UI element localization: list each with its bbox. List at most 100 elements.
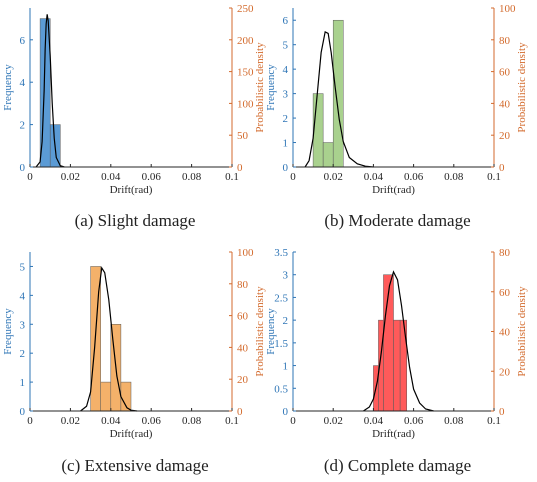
- y-tick-label-right: 250: [237, 3, 254, 15]
- x-tick-label: 0.08: [444, 415, 464, 427]
- x-tick-label: 0.06: [142, 415, 162, 427]
- y-tick-label-left: 3: [283, 270, 289, 282]
- y-axis-label-right: Probabilistic density: [516, 42, 528, 133]
- y-axis-label-right: Probabilistic density: [516, 286, 528, 377]
- pdf-curve: [304, 30, 374, 168]
- y-tick-label-left: 2: [20, 348, 26, 360]
- y-tick-label-left: 0: [283, 162, 289, 174]
- y-tick-label-left: 2.5: [274, 292, 288, 304]
- pdf-curve: [80, 266, 138, 412]
- x-tick-label: 0.1: [225, 171, 239, 183]
- panel-caption: (b) Moderate damage: [324, 211, 470, 230]
- y-tick-label-left: 6: [283, 15, 289, 27]
- y-tick-label-left: 1: [283, 138, 289, 150]
- x-tick-label: 0.02: [61, 171, 80, 183]
- x-axis-label: Drift(rad): [372, 428, 415, 440]
- y-tick-label-right: 40: [237, 342, 249, 354]
- x-tick-label: 0: [290, 415, 296, 427]
- y-tick-label-right: 0: [499, 162, 505, 174]
- x-tick-label: 0: [290, 171, 296, 183]
- x-tick-label: 0.08: [182, 415, 202, 427]
- y-axis-label-left: Frequency: [2, 308, 14, 355]
- y-tick-label-left: 4: [283, 64, 289, 76]
- y-tick-label-left: 4: [20, 77, 26, 89]
- y-tick-label-right: 20: [237, 374, 249, 386]
- y-tick-label-left: 0: [20, 406, 26, 418]
- y-tick-label-right: 0: [237, 162, 243, 174]
- x-tick-label: 0.1: [225, 415, 239, 427]
- x-tick-label: 0: [27, 415, 33, 427]
- x-tick-label: 0: [27, 171, 33, 183]
- histogram-bar: [322, 142, 334, 168]
- x-tick-label: 0.02: [324, 415, 343, 427]
- y-tick-label-right: 200: [237, 35, 254, 47]
- panel-slight-damage: 0 0.02 0.04 0.06 0.08 0.10246050100150200250D…: [2, 3, 266, 230]
- x-axis-label: Drift(rad): [110, 184, 153, 196]
- panel-moderate-damage: 0 0.02 0.04 0.06 0.08 0.10123456020406080100D…: [265, 3, 528, 230]
- y-tick-label-left: 3.5: [274, 247, 288, 259]
- x-axis-label: Drift(rad): [110, 428, 153, 440]
- panel-caption: (c) Extensive damage: [61, 456, 208, 475]
- y-tick-label-left: 2: [283, 113, 289, 125]
- x-tick-label: 0.08: [182, 171, 202, 183]
- panel-extensive-damage: 0 0.02 0.04 0.06 0.08 0.1012345020406080100Dr…: [2, 247, 266, 475]
- y-tick-label-right: 100: [237, 247, 254, 259]
- y-tick-label-right: 100: [499, 3, 516, 15]
- y-tick-label-right: 50: [237, 130, 249, 142]
- y-tick-label-right: 40: [499, 98, 511, 110]
- y-tick-label-left: 0: [283, 406, 289, 418]
- x-axis-label: Drift(rad): [372, 184, 415, 196]
- y-tick-label-right: 20: [499, 130, 511, 142]
- histogram-bar: [332, 19, 344, 168]
- y-tick-label-left: 1: [283, 361, 289, 373]
- y-tick-label-right: 60: [237, 311, 249, 323]
- x-tick-label: 0.1: [487, 415, 501, 427]
- y-tick-label-right: 0: [237, 406, 243, 418]
- y-tick-label-right: 60: [499, 287, 511, 299]
- y-tick-label-left: 6: [20, 35, 26, 47]
- y-tick-label-left: 3: [283, 89, 289, 101]
- y-tick-label-left: 2: [20, 120, 26, 132]
- x-tick-label: 0.1: [487, 171, 501, 183]
- histogram-bar: [100, 381, 112, 412]
- y-tick-label-left: 5: [283, 40, 289, 52]
- y-tick-label-right: 100: [237, 98, 254, 110]
- y-tick-label-left: 1.5: [274, 338, 288, 350]
- x-tick-label: 0.04: [364, 415, 384, 427]
- histogram-bar: [393, 319, 401, 412]
- x-tick-label: 0.02: [324, 171, 343, 183]
- x-tick-label: 0.02: [61, 415, 80, 427]
- y-tick-label-left: 1: [20, 377, 26, 389]
- y-tick-label-right: 40: [499, 327, 511, 339]
- histogram-bar: [312, 93, 324, 168]
- histogram-bar: [399, 319, 408, 412]
- y-axis-label-right: Probabilistic density: [254, 286, 266, 377]
- y-axis-label-left: Frequency: [265, 64, 277, 111]
- y-tick-label-right: 0: [499, 406, 505, 418]
- y-tick-label-right: 80: [237, 279, 249, 291]
- y-tick-label-left: 2: [283, 315, 289, 327]
- y-tick-label-left: 5: [20, 261, 26, 273]
- y-tick-label-right: 150: [237, 67, 254, 79]
- panel-caption: (d) Complete damage: [324, 456, 471, 475]
- y-tick-label-right: 60: [499, 67, 511, 79]
- y-axis-label-right: Probabilistic density: [254, 42, 266, 133]
- pdf-curve: [363, 270, 434, 412]
- y-tick-label-right: 80: [499, 247, 511, 259]
- y-tick-label-left: 0: [20, 162, 26, 174]
- x-tick-label: 0.08: [444, 171, 464, 183]
- y-axis-label-left: Frequency: [2, 64, 14, 111]
- pdf-curve: [35, 14, 65, 168]
- y-tick-label-right: 20: [499, 366, 511, 378]
- y-tick-label-left: 3: [20, 319, 26, 331]
- y-tick-label-right: 80: [499, 35, 511, 47]
- y-tick-label-left: 4: [20, 290, 26, 302]
- panel-complete-damage: 0 0.02 0.04 0.06 0.08 0.100.511.522.533.50204…: [265, 247, 528, 475]
- x-tick-label: 0.04: [364, 171, 384, 183]
- y-tick-label-left: 0.5: [274, 383, 288, 395]
- x-tick-label: 0.06: [404, 415, 424, 427]
- x-tick-label: 0.04: [101, 171, 121, 183]
- x-tick-label: 0.06: [404, 171, 424, 183]
- x-tick-label: 0.06: [142, 171, 162, 183]
